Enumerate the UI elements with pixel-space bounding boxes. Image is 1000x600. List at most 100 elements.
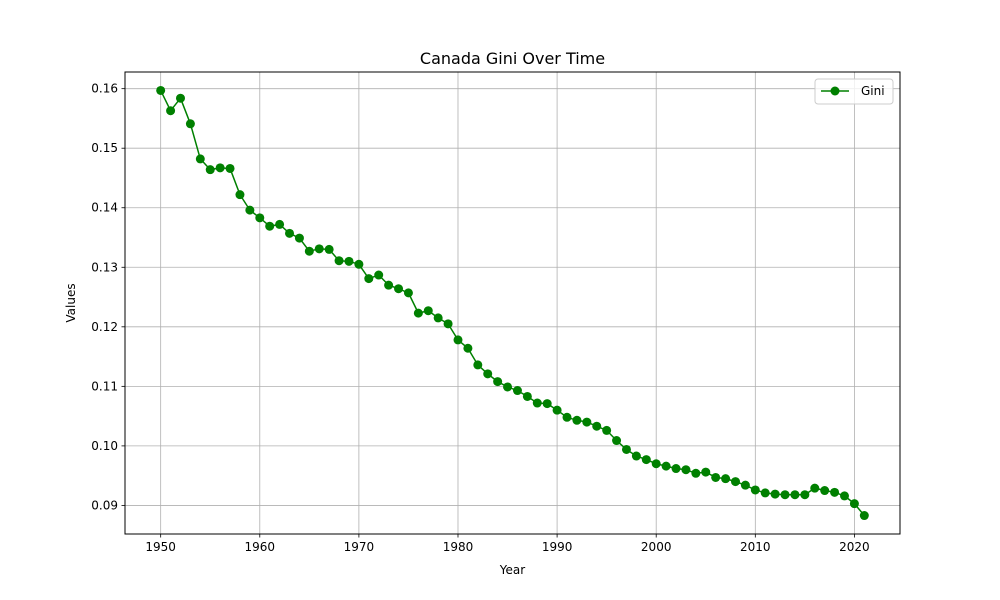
data-point (443, 319, 453, 329)
data-point (691, 468, 701, 478)
data-point (830, 487, 840, 497)
data-point (493, 377, 503, 387)
data-point (602, 425, 612, 435)
data-point (394, 284, 404, 294)
data-point (344, 256, 354, 266)
legend-marker (830, 86, 840, 96)
legend-box (814, 78, 894, 105)
data-point (810, 483, 820, 493)
data-point (503, 382, 513, 392)
data-point (185, 119, 195, 129)
data-point (840, 491, 850, 501)
data-point (205, 165, 215, 175)
grid-lines (125, 72, 900, 534)
data-point (552, 405, 562, 415)
x-tick-label: 1950 (145, 540, 176, 554)
data-point (512, 386, 522, 396)
data-point (730, 477, 740, 487)
data-point (522, 391, 532, 401)
x-tick-label: 2020 (839, 540, 870, 554)
data-point (384, 280, 394, 290)
y-tick-label: 0.16 (91, 82, 118, 96)
data-point (701, 467, 711, 477)
data-point (354, 259, 364, 269)
plot-area-frame (124, 71, 901, 535)
data-point (849, 499, 859, 509)
x-tick-label: 1980 (443, 540, 474, 554)
x-tick-label: 2010 (740, 540, 771, 554)
x-tick-label: 1960 (245, 540, 276, 554)
y-tick-label: 0.12 (91, 320, 118, 334)
data-point (859, 511, 869, 521)
data-point (711, 472, 721, 482)
data-point (542, 399, 552, 409)
data-point (453, 335, 463, 345)
legend: Gini (814, 78, 894, 105)
data-point (156, 85, 166, 95)
data-point (582, 417, 592, 427)
data-point (671, 464, 681, 474)
data-point (750, 485, 760, 495)
x-tick-label: 1990 (542, 540, 573, 554)
data-point (780, 490, 790, 500)
chart-title: Canada Gini Over Time (420, 49, 605, 68)
legend-label: Gini (861, 84, 885, 98)
data-point (433, 313, 443, 323)
data-point (820, 486, 830, 496)
data-point (225, 163, 235, 173)
data-point (740, 480, 750, 490)
data-point (294, 233, 304, 243)
data-point (651, 459, 661, 469)
data-point (592, 421, 602, 431)
data-point (364, 274, 374, 284)
y-tick-label: 0.13 (91, 260, 118, 274)
data-point (800, 490, 810, 500)
y-axis-label: Values (64, 283, 78, 322)
data-point (413, 308, 423, 318)
data-point (334, 256, 344, 266)
data-point (790, 490, 800, 500)
data-point (374, 270, 384, 280)
data-point (463, 343, 473, 353)
data-point (562, 412, 572, 422)
data-point (265, 221, 275, 231)
series-layer (156, 85, 869, 521)
data-point (314, 244, 324, 254)
data-point (641, 455, 651, 465)
data-point (681, 465, 691, 475)
x-axis-ticks: 1950 1960 1970 1980 1990 2000 2010 2020 (145, 534, 870, 554)
data-point (403, 288, 413, 298)
data-point (275, 219, 285, 229)
data-point (612, 436, 622, 446)
data-point (175, 93, 185, 103)
x-axis-label: Year (499, 563, 525, 577)
y-tick-label: 0.10 (91, 439, 118, 453)
data-point (621, 444, 631, 454)
data-point (255, 213, 265, 223)
data-point (770, 489, 780, 499)
data-point (721, 474, 731, 484)
x-tick-label: 1970 (344, 540, 375, 554)
data-point (304, 246, 314, 256)
data-point (532, 398, 542, 408)
data-point (195, 154, 205, 164)
data-point (661, 461, 671, 471)
y-tick-label: 0.15 (91, 141, 118, 155)
y-tick-label: 0.09 (91, 498, 118, 512)
data-point (423, 306, 433, 316)
y-axis-ticks: 0.09 0.10 0.11 0.12 0.13 0.14 0.15 0.16 (91, 82, 125, 512)
data-point (166, 106, 176, 116)
x-tick-label: 2000 (641, 540, 672, 554)
data-point (473, 360, 483, 370)
data-point (235, 190, 245, 200)
y-tick-label: 0.11 (91, 379, 118, 393)
y-tick-label: 0.14 (91, 201, 118, 215)
data-point (324, 244, 334, 254)
data-point (215, 163, 225, 173)
data-point (245, 205, 255, 215)
data-point (285, 228, 295, 238)
data-point (572, 415, 582, 425)
data-point (483, 369, 493, 379)
data-point (760, 488, 770, 498)
